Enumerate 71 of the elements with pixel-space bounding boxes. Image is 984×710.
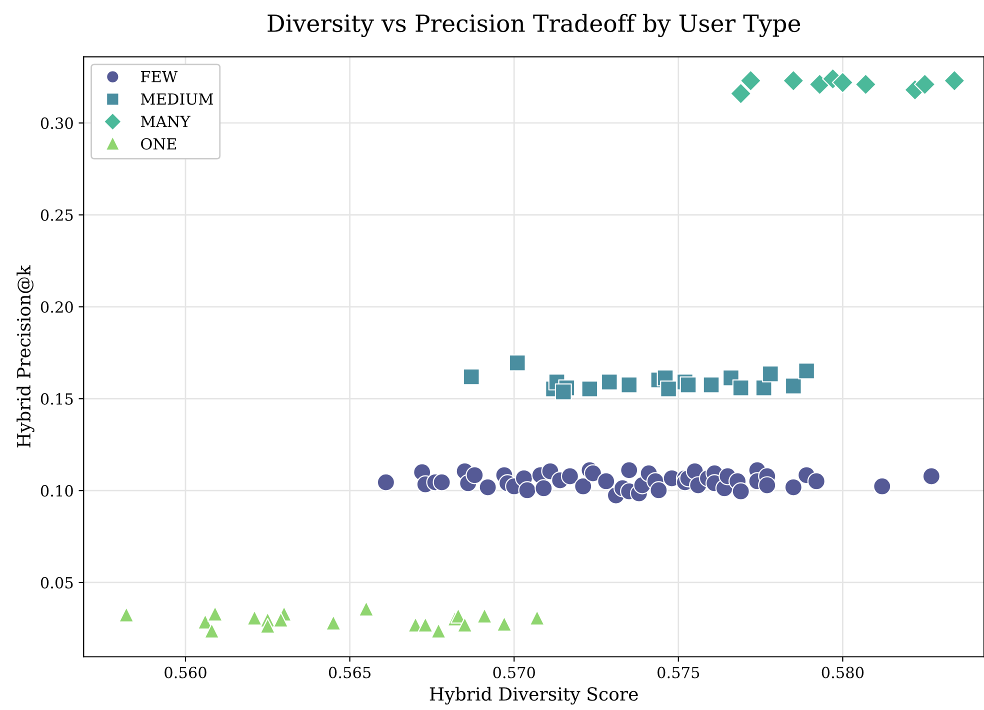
- point: [430, 622, 446, 639]
- point: [462, 368, 480, 386]
- point: [798, 362, 816, 380]
- legend-label: ONE: [141, 138, 176, 150]
- point: [432, 473, 451, 492]
- x-tick-label: 0.575: [658, 666, 700, 678]
- point: [326, 614, 342, 631]
- point: [358, 600, 374, 617]
- y-tick-label: 0.30: [40, 117, 73, 129]
- chart-title: Diversity vs Precision Tradeoff by User Type: [268, 14, 800, 38]
- point: [914, 74, 936, 96]
- point: [574, 477, 592, 496]
- point: [784, 478, 802, 496]
- point: [496, 616, 512, 632]
- y-tick-label: 0.25: [40, 209, 73, 221]
- x-axis-title: Hybrid Diversity Score: [430, 686, 638, 705]
- point: [762, 365, 779, 382]
- point: [597, 472, 616, 490]
- point: [732, 379, 750, 396]
- x-tick-label: 0.560: [164, 666, 206, 678]
- point: [476, 608, 492, 624]
- point: [260, 618, 276, 634]
- x-tick-label: 0.565: [328, 666, 370, 678]
- point: [854, 74, 877, 96]
- point: [418, 616, 434, 633]
- y-tick-label: 0.10: [40, 485, 73, 497]
- point: [732, 482, 750, 500]
- point: [584, 464, 602, 482]
- point: [730, 82, 752, 104]
- point: [560, 467, 580, 486]
- point: [620, 376, 638, 394]
- x-tick-label: 0.580: [822, 666, 864, 678]
- point: [600, 373, 618, 390]
- point: [680, 376, 697, 394]
- point: [922, 467, 940, 486]
- point: [944, 70, 966, 92]
- point: [832, 72, 854, 94]
- legend-label: MANY: [140, 116, 190, 128]
- point: [529, 610, 545, 626]
- point: [650, 481, 668, 500]
- y-axis-title: Hybrid Precision@k: [16, 265, 34, 448]
- point: [204, 622, 220, 639]
- point: [272, 612, 289, 628]
- point: [740, 70, 762, 92]
- point: [620, 461, 638, 480]
- point: [207, 606, 223, 622]
- point: [376, 473, 396, 492]
- point: [807, 472, 826, 490]
- point: [660, 380, 678, 398]
- y-tick-label: 0.20: [40, 301, 73, 313]
- point: [478, 478, 497, 496]
- y-tick-label: 0.05: [40, 576, 73, 589]
- point: [246, 610, 262, 626]
- x-tick-label: 0.570: [493, 666, 535, 678]
- point: [758, 476, 776, 494]
- y-tick-label: 0.15: [40, 393, 73, 405]
- point: [581, 380, 598, 398]
- point: [534, 479, 553, 498]
- point: [118, 606, 134, 622]
- point: [554, 383, 572, 400]
- point: [784, 378, 802, 394]
- point: [466, 466, 484, 484]
- point: [508, 354, 526, 372]
- point: [518, 481, 536, 500]
- point: [755, 379, 772, 396]
- point: [782, 70, 804, 92]
- point: [873, 477, 892, 496]
- legend-label: FEW: [141, 71, 178, 82]
- point: [702, 376, 720, 394]
- point: [456, 616, 473, 633]
- legend-label: MEDIUM: [140, 93, 213, 105]
